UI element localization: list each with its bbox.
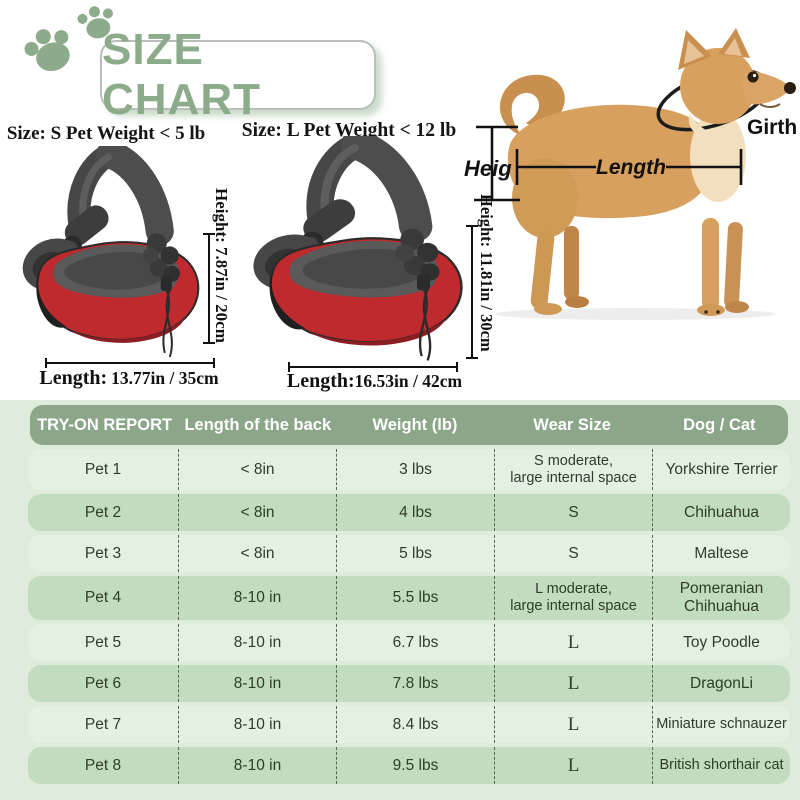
breed-cell: British shorthair cat xyxy=(652,746,790,784)
title-badge: SIZE CHART xyxy=(100,25,376,124)
length-label-l: Length: xyxy=(286,370,355,392)
table-row: Pet 4 8-10 in 5.5 lbs L moderate, large … xyxy=(28,576,790,620)
wear-cell: S xyxy=(494,535,652,573)
breed-cell: Pomeranian Chihuahua xyxy=(652,576,790,620)
breed-cell: DragonLi xyxy=(652,664,790,702)
header-wear-size: Wear Size xyxy=(533,415,611,434)
pet-cell: Pet 8 xyxy=(84,756,122,774)
pet-cell: Pet 5 xyxy=(84,633,122,651)
wear-cell: L xyxy=(494,705,652,743)
wear-cell: L xyxy=(494,746,652,784)
length-text-s: Length: 13.77in / 35cm xyxy=(24,367,234,390)
pet-cell: Pet 7 xyxy=(84,715,122,733)
table-row: Pet 5 8-10 in 6.7 lbs L Toy Poodle xyxy=(28,623,790,661)
pet-cell: Pet 1 xyxy=(84,460,122,478)
header-back-length: Length of the back xyxy=(184,415,332,434)
length-value-s: 13.77in / 35cm xyxy=(111,368,219,388)
weight-cell: 5.5 lbs xyxy=(336,576,494,620)
back-cell: 8-10 in xyxy=(178,705,336,743)
back-cell: 8-10 in xyxy=(178,664,336,702)
pet-cell: Pet 2 xyxy=(84,503,122,521)
wear-cell: L xyxy=(494,664,652,702)
back-cell: 8-10 in xyxy=(178,623,336,661)
table-row: Pet 7 8-10 in 8.4 lbs L Miniature schnau… xyxy=(28,705,790,743)
pet-cell: Pet 4 xyxy=(84,589,122,607)
weight-cell: 6.7 lbs xyxy=(336,623,494,661)
height-text-s: Height: 7.87in / 20cm xyxy=(212,188,231,343)
weight-cell: 7.8 lbs xyxy=(336,664,494,702)
back-cell: 8-10 in xyxy=(178,576,336,620)
paw-prints-icon xyxy=(24,6,113,72)
pet-cell: Pet 3 xyxy=(84,544,122,562)
size-l-label: Size: L Pet Weight < 12 lb xyxy=(241,120,457,141)
dog-measurement-illustration: Heig Length Girth xyxy=(464,28,797,320)
dog-girth-label: Girth xyxy=(747,116,797,139)
table-row: Pet 2 < 8in 4 lbs S Chihuahua xyxy=(28,494,790,532)
header-try-on-report: TRY-ON REPORT xyxy=(37,415,173,434)
weight-cell: 9.5 lbs xyxy=(336,746,494,784)
height-measure-line-l xyxy=(466,225,478,359)
weight-cell: 5 lbs xyxy=(336,535,494,573)
table-row: Pet 1 < 8in 3 lbs S moderate, large inte… xyxy=(28,449,790,491)
breed-cell: Chihuahua xyxy=(652,494,790,532)
try-on-table: TRY-ON REPORT Length of the back Weight … xyxy=(28,405,790,784)
dog-height-label: Heig xyxy=(464,156,512,181)
sling-bag-s-illustration xyxy=(8,146,214,364)
try-on-table-section: TRY-ON REPORT Length of the back Weight … xyxy=(0,400,800,800)
weight-cell: 4 lbs xyxy=(336,494,494,532)
length-value-l: 16.53in / 42cm xyxy=(354,371,463,391)
height-text-l: Height: 11.81in / 30cm xyxy=(477,194,496,352)
pet-cell: Pet 6 xyxy=(84,674,122,692)
weight-cell: 3 lbs xyxy=(336,449,494,491)
size-s-label: Size: S Pet Weight < 5 lb xyxy=(6,123,206,144)
length-text-l: Length:16.53in / 42cm xyxy=(282,370,467,393)
back-cell: 8-10 in xyxy=(178,746,336,784)
breed-cell: Toy Poodle xyxy=(652,623,790,661)
table-header-row: TRY-ON REPORT Length of the back Weight … xyxy=(30,405,788,445)
height-measure-bracket xyxy=(474,125,520,202)
table-row: Pet 8 8-10 in 9.5 lbs L British shorthai… xyxy=(28,746,790,784)
wear-cell: L moderate, large internal space xyxy=(494,576,652,620)
back-cell: < 8in xyxy=(178,449,336,491)
sling-bag-l-illustration xyxy=(236,136,480,368)
breed-cell: Maltese xyxy=(652,535,790,573)
height-measure-line-s xyxy=(203,233,215,344)
length-measure-line-s xyxy=(45,358,215,368)
page-title: SIZE CHART xyxy=(102,25,261,124)
length-measure-bracket xyxy=(515,149,743,185)
back-cell: < 8in xyxy=(178,535,336,573)
breed-cell: Yorkshire Terrier xyxy=(652,449,790,491)
dog-length-label: Length xyxy=(596,156,666,179)
wear-cell: S moderate, large internal space xyxy=(494,449,652,491)
header-dog-cat: Dog / Cat xyxy=(683,415,756,434)
back-cell: < 8in xyxy=(178,494,336,532)
length-label-s: Length: xyxy=(39,367,108,389)
wear-cell: S xyxy=(494,494,652,532)
weight-cell: 8.4 lbs xyxy=(336,705,494,743)
table-row: Pet 6 8-10 in 7.8 lbs L DragonLi xyxy=(28,664,790,702)
wear-cell: L xyxy=(494,623,652,661)
breed-cell: Miniature schnauzer xyxy=(652,705,790,743)
length-measure-line-l xyxy=(288,362,458,372)
hero-section: SIZE CHART Size: S Pet Weight < 5 lb Siz… xyxy=(6,6,797,393)
header-weight: Weight (lb) xyxy=(372,415,458,434)
table-row: Pet 3 < 8in 5 lbs S Maltese xyxy=(28,535,790,573)
